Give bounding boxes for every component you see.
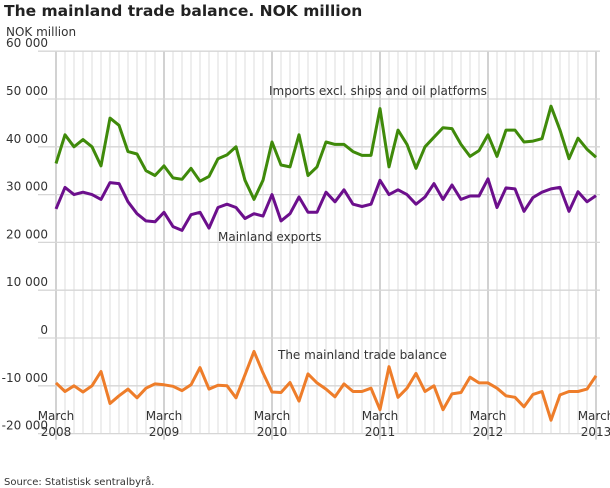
y-tick-label: 30 000 — [6, 180, 48, 194]
chart-title: The mainland trade balance. NOK million — [4, 2, 362, 20]
exports-line — [54, 177, 597, 232]
y-axis-label: NOK million — [6, 25, 76, 39]
y-tick-label: -10 000 — [2, 371, 48, 385]
series-lines — [54, 104, 598, 422]
y-tick-label: 10 000 — [6, 275, 48, 289]
x-tick-label-month: March — [578, 409, 610, 423]
x-tick-label-year: 2010 — [257, 425, 288, 439]
x-tick-labels: March 2008 March 2009 March 2010 March 2011 Marc… — [38, 409, 610, 439]
series-label-exports: Mainland exports — [218, 230, 322, 244]
source-note: Source: Statistisk sentralbyrå. — [4, 475, 154, 488]
x-tick-label-year: 2011 — [365, 425, 396, 439]
x-tick-label-month: March — [254, 409, 291, 423]
y-tick-labels: -20 000 -10 000 0 10 000 20 000 30 000 40 000 5… — [2, 36, 48, 432]
y-tick-label: 20 000 — [6, 227, 48, 241]
x-tick-label-year: 2009 — [149, 425, 180, 439]
x-tick-label-month: March — [38, 409, 75, 423]
trade-balance-line — [54, 349, 598, 422]
y-tick-label: 40 000 — [6, 132, 48, 146]
x-tick-label-year: 2013 — [581, 425, 610, 439]
x-tick-label-month: March — [470, 409, 507, 423]
x-tick-label-month: March — [362, 409, 399, 423]
x-tick-label-year: 2008 — [41, 425, 72, 439]
y-tick-label: 50 000 — [6, 84, 48, 98]
imports-line — [54, 104, 598, 201]
x-tick-label-year: 2012 — [473, 425, 504, 439]
y-tick-label: -20 000 — [2, 419, 48, 433]
series-label-imports: Imports excl. ships and oil platforms — [269, 84, 487, 98]
y-tick-label: 0 — [40, 323, 48, 337]
x-tick-label-month: March — [146, 409, 183, 423]
gridlines — [38, 50, 600, 440]
series-label-balance: The mainland trade balance — [277, 348, 447, 362]
y-tick-label: 60 000 — [6, 36, 48, 50]
